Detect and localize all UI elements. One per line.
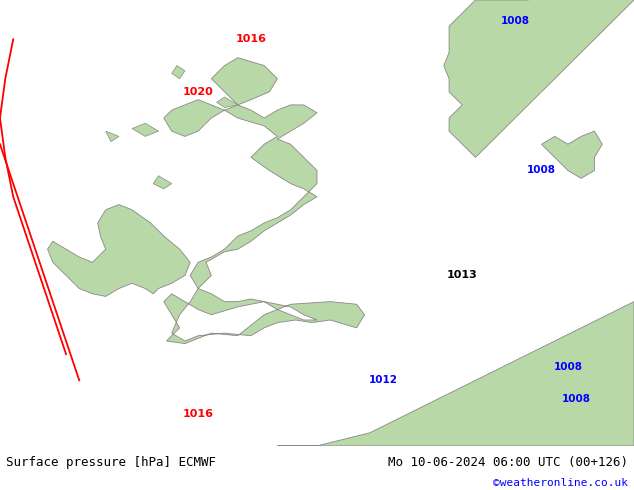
Text: 1012: 1012: [368, 375, 398, 385]
Text: 1008: 1008: [561, 393, 590, 404]
Polygon shape: [217, 97, 238, 107]
Text: 1008: 1008: [553, 362, 583, 372]
Text: ©weatheronline.co.uk: ©weatheronline.co.uk: [493, 478, 628, 489]
Polygon shape: [541, 131, 602, 178]
Text: 1016: 1016: [183, 410, 214, 419]
Text: 1008: 1008: [527, 166, 556, 175]
Polygon shape: [278, 302, 634, 446]
Text: Mo 10-06-2024 06:00 UTC (00+126): Mo 10-06-2024 06:00 UTC (00+126): [387, 456, 628, 469]
Polygon shape: [48, 205, 190, 296]
Polygon shape: [106, 131, 119, 142]
Text: 1008: 1008: [501, 16, 529, 26]
Polygon shape: [153, 176, 172, 189]
Polygon shape: [172, 66, 185, 79]
Text: 1020: 1020: [183, 87, 214, 97]
Polygon shape: [444, 0, 634, 157]
Polygon shape: [132, 123, 158, 136]
Text: 1016: 1016: [235, 34, 266, 44]
Text: Surface pressure [hPa] ECMWF: Surface pressure [hPa] ECMWF: [6, 456, 216, 469]
Polygon shape: [164, 58, 365, 343]
Text: 1013: 1013: [447, 270, 477, 280]
